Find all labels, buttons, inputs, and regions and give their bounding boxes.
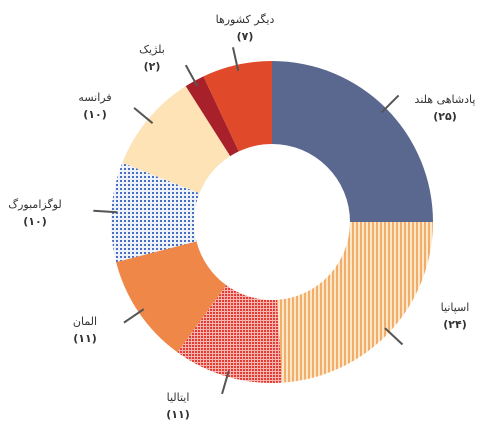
value-label: (۲۵) [433, 110, 456, 123]
donut-slice [110, 162, 200, 263]
slice-label: ایتالیا [167, 391, 190, 404]
leader-line [133, 107, 154, 124]
donut-slice [177, 285, 283, 384]
slice-label: فرانسه [78, 91, 111, 104]
leader-line [184, 64, 199, 87]
slice-label: پادشاهی هلند [415, 93, 476, 106]
slice-label: اسپانیا [441, 301, 470, 314]
leader-line [221, 370, 230, 395]
value-label: (۱۰) [23, 215, 46, 228]
donut-slice [272, 61, 433, 222]
value-label: (۱۱) [166, 408, 189, 421]
slice-label: بلژیک [139, 43, 165, 56]
value-label: (۲۴) [443, 318, 466, 331]
value-label: (۲) [144, 60, 161, 73]
slice-label: المان [73, 315, 97, 328]
donut-slice [203, 61, 272, 152]
leader-line [384, 327, 404, 346]
leader-line [380, 94, 400, 114]
slice-label: لوگزامبورگ [8, 198, 61, 211]
leader-line [231, 47, 240, 71]
slice-label: دیگر کشورها [216, 13, 275, 26]
donut-slice [276, 222, 433, 383]
donut-slice [185, 76, 239, 157]
leader-line [93, 209, 118, 214]
value-label: (۷) [237, 30, 254, 43]
value-label: (۱۰) [83, 108, 106, 121]
donut-slice [116, 241, 227, 353]
value-label: (۱۱) [73, 332, 96, 345]
donut-slice [122, 86, 231, 194]
leader-line [123, 308, 145, 324]
